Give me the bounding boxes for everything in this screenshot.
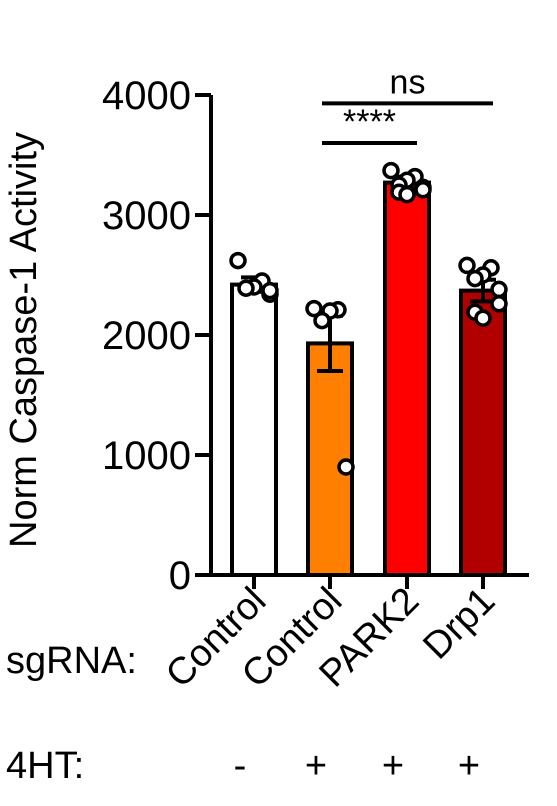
data-point bbox=[490, 280, 508, 299]
data-point bbox=[398, 185, 416, 204]
bar bbox=[383, 180, 431, 577]
y-axis-label: Norm Caspase-1 Activity bbox=[3, 132, 45, 548]
y-axis: 0 1000 2000 3000 4000 bbox=[102, 74, 213, 598]
bars bbox=[230, 180, 507, 577]
data-point bbox=[474, 309, 492, 327]
y-tick-label: 4000 bbox=[102, 74, 191, 118]
significance-brackets: ****ns bbox=[322, 63, 493, 145]
data-point bbox=[261, 281, 279, 300]
y-tick-label: 0 bbox=[169, 554, 191, 598]
data-point bbox=[305, 299, 323, 318]
significance-label: ns bbox=[390, 63, 426, 101]
treatment-label: - bbox=[234, 745, 247, 787]
bar bbox=[459, 288, 507, 577]
bar bbox=[230, 282, 278, 577]
x-axis: Control-Control+PARK2+Drp1+ bbox=[158, 573, 529, 787]
data-points bbox=[229, 161, 508, 476]
treatment-label: + bbox=[458, 745, 480, 787]
data-point bbox=[237, 279, 255, 297]
sgrna-row-label: sgRNA: bbox=[6, 640, 137, 682]
treatment-row-label: 4HT: bbox=[6, 745, 84, 787]
data-point bbox=[458, 256, 476, 275]
data-point bbox=[466, 269, 484, 288]
error-bars bbox=[241, 174, 496, 373]
treatment-label: + bbox=[305, 745, 327, 787]
data-point bbox=[414, 181, 432, 199]
data-point bbox=[313, 311, 331, 330]
x-tick-label: Drp1 bbox=[415, 580, 503, 668]
y-tick-label: 2000 bbox=[102, 314, 191, 358]
data-point bbox=[382, 161, 400, 180]
y-tick-label: 1000 bbox=[102, 434, 191, 478]
data-point bbox=[229, 251, 247, 270]
data-point bbox=[490, 295, 508, 313]
significance-label: **** bbox=[343, 103, 396, 141]
data-point bbox=[337, 458, 355, 476]
y-tick-label: 3000 bbox=[102, 194, 191, 238]
treatment-label: + bbox=[382, 745, 404, 787]
